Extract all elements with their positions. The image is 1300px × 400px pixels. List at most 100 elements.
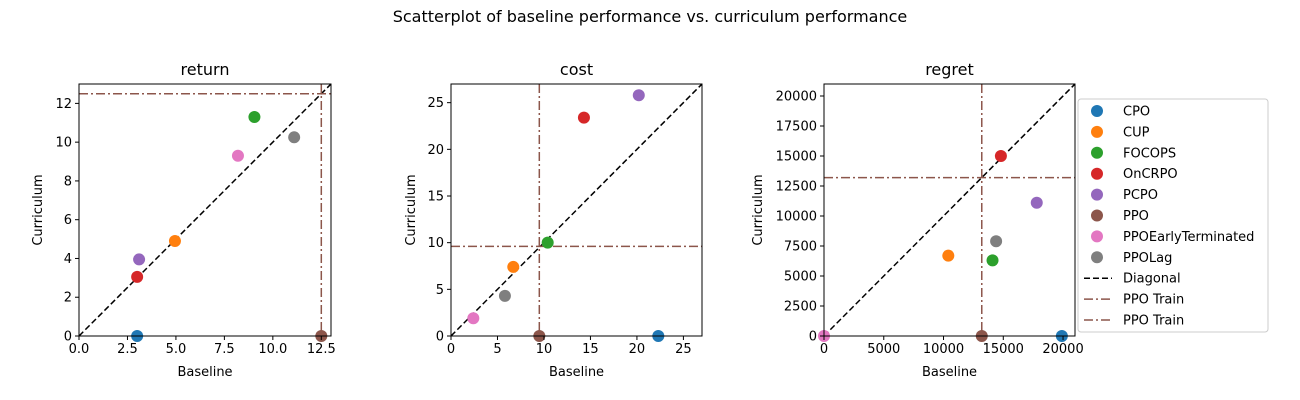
point-FOCOPS <box>248 110 261 123</box>
legend-marker <box>1091 230 1103 243</box>
legend-item-Diagonal: Diagonal <box>1084 272 1181 287</box>
point-FOCOPS <box>986 254 999 267</box>
point-CUP <box>942 249 955 262</box>
x-tick-label: 20000 <box>1042 342 1083 357</box>
x-axis-label: Baseline <box>549 365 604 380</box>
plot-area <box>824 84 1075 336</box>
point-OnCRPO <box>131 270 144 283</box>
x-tick-label: 2.5 <box>117 342 138 357</box>
y-tick-label: 7500 <box>784 240 817 255</box>
x-tick-label: 10.0 <box>258 342 287 357</box>
point-FOCOPS <box>541 236 554 249</box>
panel-return: 0.0 2.5 5.0 7.5 10.0 12.5 0 2 4 6 8 10 12 return Basel… <box>31 60 336 380</box>
panel-cost: 0 5 10 15 20 25 0 5 10 15 20 25 cost Baseline Curricul… <box>404 60 703 380</box>
legend-label: PPO Train <box>1123 314 1184 329</box>
x-tick-label: 0 <box>820 342 828 357</box>
legend-item-CUP: CUP <box>1091 125 1150 140</box>
point-OnCRPO <box>994 150 1007 162</box>
legend-marker <box>1091 125 1103 138</box>
legend-label: Diagonal <box>1123 272 1181 287</box>
legend-label: CPO <box>1123 105 1150 120</box>
axes-frame <box>450 83 703 337</box>
point-CUP <box>168 235 181 248</box>
legend-marker <box>1091 105 1103 117</box>
legend-item-PPOEarlyTerminated: PPOEarlyTerminated <box>1091 230 1254 245</box>
legend-item-PPO: PPO <box>1091 209 1149 224</box>
y-tick-label: 25 <box>427 96 444 111</box>
point-PPOEarlyTerminated <box>231 149 244 162</box>
y-tick-label: 12500 <box>776 180 817 195</box>
y-tick-label: 15 <box>427 190 444 205</box>
legend-marker <box>1091 209 1103 222</box>
y-tick-label: 2500 <box>784 300 817 315</box>
point-PCPO <box>133 253 146 266</box>
x-tick-label: 7.5 <box>214 342 235 357</box>
legend-item-FOCOPS: FOCOPS <box>1091 146 1176 161</box>
y-tick-label: 12 <box>55 97 72 112</box>
point-PCPO <box>632 89 645 102</box>
x-tick-label: 15000 <box>983 342 1024 357</box>
y-tick-label: 4 <box>64 252 72 267</box>
y-axis-label: Curriculum <box>404 174 419 245</box>
legend-label: CUP <box>1123 125 1150 140</box>
x-tick-label: 5000 <box>867 342 900 357</box>
x-axis-label: Baseline <box>922 365 977 380</box>
y-tick-label: 8 <box>64 174 72 189</box>
y-tick-label: 10000 <box>776 210 817 225</box>
point-PPOLag <box>498 289 511 302</box>
y-tick-label: 20 <box>427 143 444 158</box>
legend-item-PPO Train: PPO Train <box>1084 293 1184 308</box>
y-tick-label: 0 <box>809 330 817 345</box>
legend-marker <box>1091 251 1103 264</box>
y-tick-label: 2 <box>64 291 72 306</box>
point-OnCRPO <box>577 111 590 124</box>
y-tick-label: 10 <box>55 136 72 151</box>
legend-label: FOCOPS <box>1123 146 1176 161</box>
y-tick-label: 5000 <box>784 270 817 285</box>
x-tick-label: 5 <box>493 342 501 357</box>
x-tick-label: 0 <box>447 342 455 357</box>
legend-label: PPO <box>1123 209 1149 224</box>
point-PPOLag <box>990 235 1003 248</box>
legend-item-OnCRPO: OnCRPO <box>1091 167 1178 182</box>
x-tick-label: 25 <box>675 342 692 357</box>
x-axis-label: Baseline <box>177 365 232 380</box>
x-tick-label: 12.5 <box>307 342 336 357</box>
legend-item-PCPO: PCPO <box>1091 188 1158 203</box>
x-tick-label: 10000 <box>923 342 964 357</box>
y-tick-label: 0 <box>64 330 72 345</box>
x-tick-label: 20 <box>629 342 646 357</box>
y-tick-label: 0 <box>436 330 444 345</box>
diagonal-line <box>79 84 331 336</box>
panel-title: cost <box>560 60 593 79</box>
legend-label: PPOEarlyTerminated <box>1123 230 1254 245</box>
x-tick-label: 10 <box>536 342 553 357</box>
legend-marker <box>1091 167 1103 180</box>
legend-item-CPO: CPO <box>1091 105 1150 120</box>
x-tick-label: 0.0 <box>69 342 90 357</box>
y-tick-label: 17500 <box>776 120 817 135</box>
axes-frame <box>78 83 332 337</box>
legend-label: PPOLag <box>1123 251 1172 266</box>
legend-label: PPO Train <box>1123 293 1184 308</box>
legend-frame <box>1077 98 1269 333</box>
x-tick-label: 5.0 <box>166 342 187 357</box>
legend-marker <box>1091 188 1103 201</box>
point-PCPO <box>1030 196 1043 209</box>
panel-regret: 0 5000 10000 15000 20000 0 2500 5000 7500 10000 12… <box>751 60 1084 380</box>
plot-area <box>451 84 702 336</box>
legend-marker <box>1091 146 1103 159</box>
panel-title: return <box>181 60 230 79</box>
legend: CPO CUP FOCOPS OnCRPO PCPO PPO PPOEarlyTermina… <box>1077 98 1269 333</box>
point-PPOLag <box>288 131 301 144</box>
y-tick-label: 10 <box>427 236 444 251</box>
diagonal-line <box>451 84 702 336</box>
x-tick-label: 15 <box>582 342 599 357</box>
legend-label: OnCRPO <box>1123 167 1178 182</box>
y-tick-label: 20000 <box>776 90 817 105</box>
panel-title: regret <box>925 60 974 79</box>
point-CUP <box>507 260 520 273</box>
y-axis-label: Curriculum <box>31 174 46 245</box>
y-tick-label: 6 <box>64 213 72 228</box>
